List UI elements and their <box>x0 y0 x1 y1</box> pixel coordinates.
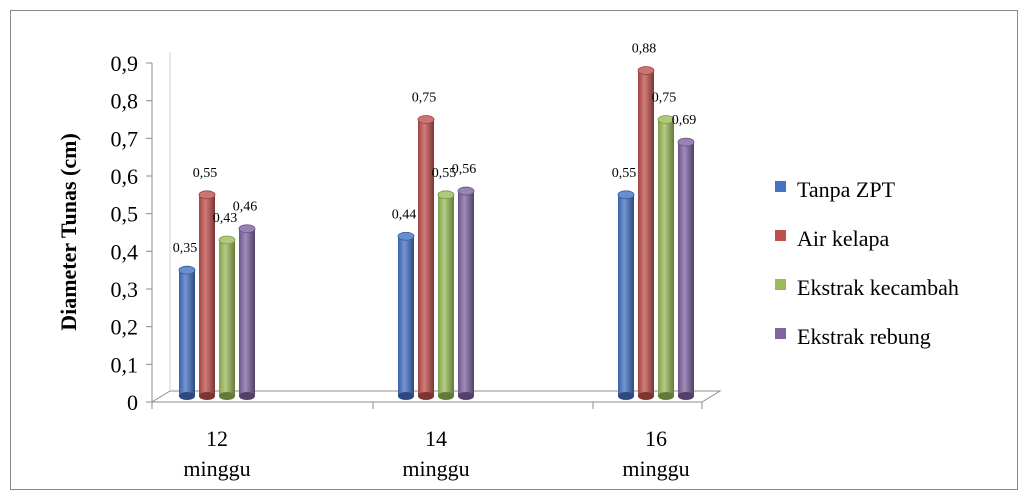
legend-entry: Ekstrak kecambah <box>775 275 959 300</box>
y-tick-label: 0,2 <box>111 315 139 340</box>
bar-body <box>618 194 634 396</box>
data-label: 0,44 <box>392 207 417 222</box>
bar-bottom <box>418 392 434 400</box>
bar-top <box>178 265 196 275</box>
bar-top <box>238 224 256 234</box>
data-label: 0,35 <box>173 241 198 256</box>
y-tick-label: 0,9 <box>111 51 139 76</box>
data-label: 0,75 <box>652 91 677 106</box>
bar-top <box>218 235 236 245</box>
x-category-sublabel: minggu <box>402 456 469 481</box>
bar-body <box>658 119 674 396</box>
data-label: 0,69 <box>672 113 697 128</box>
data-label: 0,55 <box>432 166 457 181</box>
bar-ekstrak-rebung-12 <box>238 224 256 400</box>
data-label: 0,55 <box>193 166 218 181</box>
data-label: 0,56 <box>452 162 477 177</box>
bar-top <box>657 115 675 124</box>
bar-tanpa-zpt-16 <box>617 190 635 400</box>
legend-entry: Ekstrak rebung <box>775 324 931 349</box>
legend-label: Air kelapa <box>797 226 889 251</box>
bar-bottom <box>618 392 634 400</box>
legend-label: Tanpa ZPT <box>797 177 896 202</box>
chart-floor <box>150 390 722 403</box>
bar-ekstrak-kecambah-12 <box>218 235 236 400</box>
bar-bottom <box>179 392 195 400</box>
bar-bottom <box>458 392 474 400</box>
bar-body <box>219 240 235 396</box>
y-tick-label: 0,7 <box>111 126 139 151</box>
y-axis-title: Diameter Tunas (cm) <box>56 133 81 331</box>
bar-bottom <box>398 392 414 400</box>
bar-bottom <box>199 392 215 400</box>
bar-body <box>199 194 215 396</box>
bar-top <box>677 137 695 147</box>
bar-body <box>239 228 255 396</box>
legend-swatch <box>775 230 786 241</box>
bar-top <box>457 186 475 196</box>
bar-body <box>638 70 654 397</box>
data-label: 0,43 <box>213 211 238 226</box>
bar-top <box>617 190 635 200</box>
y-tick-label: 0,4 <box>111 239 139 264</box>
bar-ekstrak-kecambah-16 <box>657 115 675 400</box>
bar-bottom <box>219 392 235 400</box>
legend-entry: Tanpa ZPT <box>775 177 896 202</box>
bar-top <box>437 190 455 200</box>
bar-air-kelapa-14 <box>417 115 435 400</box>
x-category-label: 12 <box>206 426 228 451</box>
legend-entry: Air kelapa <box>775 226 889 251</box>
bar-bottom <box>438 392 454 400</box>
x-category-label: 14 <box>425 426 447 451</box>
bar-tanpa-zpt-14 <box>397 231 415 400</box>
data-label: 0,75 <box>412 91 437 106</box>
bar-ekstrak-rebung-16 <box>677 137 695 400</box>
legend-label: Ekstrak rebung <box>797 324 931 349</box>
bar-bottom <box>678 392 694 400</box>
y-tick-label: 0 <box>127 390 138 415</box>
legend-swatch <box>775 328 786 339</box>
bar-body <box>179 270 195 396</box>
x-category-label: 16 <box>645 426 667 451</box>
y-tick-label: 0,3 <box>111 277 139 302</box>
bar-top <box>397 231 415 241</box>
bar-bottom <box>239 392 255 400</box>
bar-body <box>678 142 694 396</box>
bar-tanpa-zpt-12 <box>178 265 196 400</box>
x-category-sublabel: minggu <box>183 456 250 481</box>
bar-air-kelapa-12 <box>198 190 216 400</box>
bar-body <box>398 236 414 396</box>
bar-bottom <box>638 392 654 400</box>
chart-frame <box>10 10 1018 490</box>
data-label: 0,55 <box>612 166 637 181</box>
data-label: 0,46 <box>233 200 258 215</box>
bar-ekstrak-kecambah-14 <box>437 190 455 400</box>
y-tick-label: 0,1 <box>111 352 139 377</box>
y-tick-label: 0,8 <box>111 89 139 114</box>
bar-top <box>417 115 435 124</box>
data-label: 0,88 <box>632 42 657 57</box>
bar-air-kelapa-16 <box>637 66 655 400</box>
bar-body <box>418 119 434 396</box>
legend-swatch <box>775 181 786 192</box>
bar-ekstrak-rebung-14 <box>457 186 475 400</box>
bar-top <box>637 66 655 75</box>
legend-label: Ekstrak kecambah <box>797 275 959 300</box>
bar-body <box>438 194 454 396</box>
y-tick-label: 0,6 <box>111 164 139 189</box>
bar-bottom <box>658 392 674 400</box>
x-category-sublabel: minggu <box>622 456 689 481</box>
y-tick-label: 0,5 <box>111 202 139 227</box>
bar-top <box>198 190 216 200</box>
legend-swatch <box>775 279 786 290</box>
bar-body <box>458 191 474 396</box>
